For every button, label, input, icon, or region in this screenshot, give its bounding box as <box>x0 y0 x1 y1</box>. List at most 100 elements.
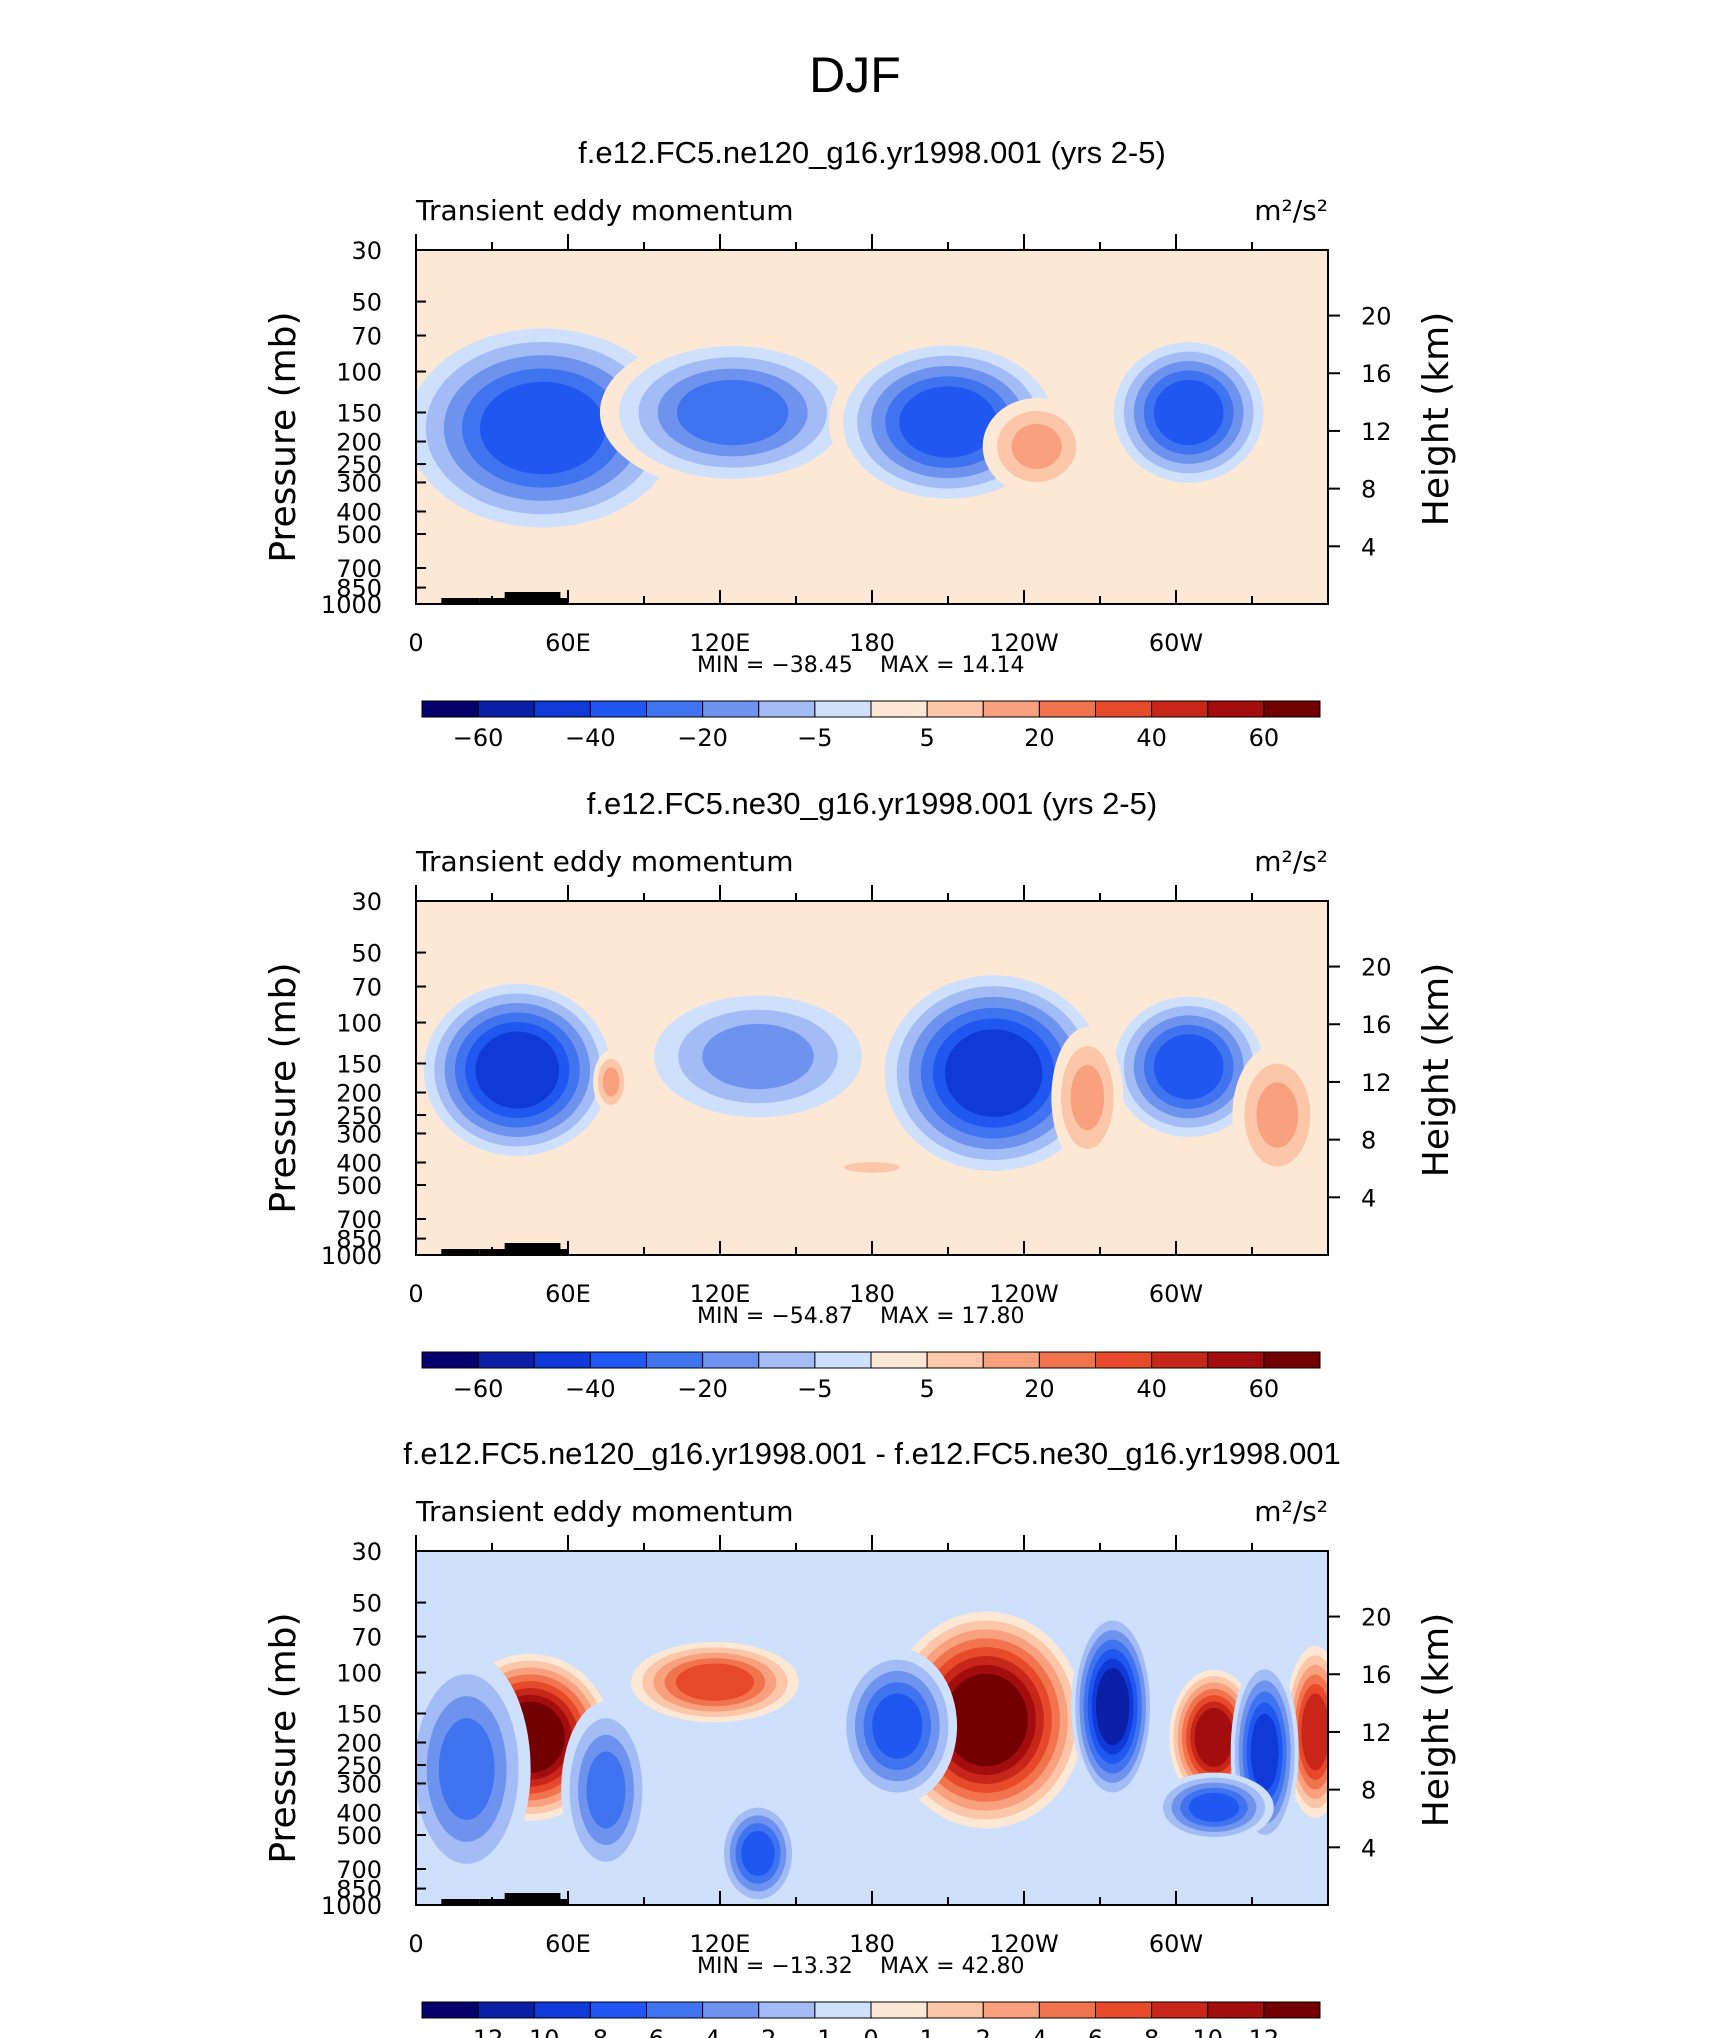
ytick-label: 250 <box>336 1102 382 1130</box>
colorbar-swatch <box>589 1351 647 1369</box>
colorbar-label: −5 <box>797 1375 832 1403</box>
y-axis-title: Pressure (mb) <box>263 1612 304 1863</box>
contour-level <box>676 379 789 446</box>
colorbar-swatch <box>477 700 535 718</box>
y2-axis-title: Height (km) <box>1416 1613 1457 1827</box>
xtick-label: 60E <box>545 1280 591 1308</box>
ytick-label: 150 <box>336 399 382 427</box>
ytick-label: 1000 <box>321 1892 382 1920</box>
xtick-label: 120E <box>690 629 751 657</box>
contour-level <box>438 1718 495 1820</box>
ytick-label: 300 <box>336 1770 382 1798</box>
y2tick-label: 4 <box>1361 1834 1376 1862</box>
colorbar-label: −5 <box>797 724 832 752</box>
colorbar-label: −20 <box>677 724 728 752</box>
max-label: MAX = 14.14 <box>880 653 1025 678</box>
colorbar-swatch <box>702 2001 760 2019</box>
colorbar-label: 10 <box>1192 2025 1223 2038</box>
colorbar-swatch <box>758 2001 816 2019</box>
y2tick-label: 12 <box>1361 1069 1392 1097</box>
colorbar-label: 60 <box>1249 1375 1280 1403</box>
max-label: MAX = 42.80 <box>880 1954 1025 1979</box>
contour-field <box>416 250 1328 604</box>
min-label: MIN = −13.32 <box>697 1954 853 1979</box>
y2tick-label: 16 <box>1361 360 1392 388</box>
colorbar-label: −12 <box>453 2025 504 2038</box>
colorbar-swatch <box>589 700 647 718</box>
xtick-label: 0 <box>408 629 423 657</box>
y-axis-title: Pressure (mb) <box>263 311 304 562</box>
contour-level <box>479 381 606 475</box>
colorbar-swatch <box>477 1351 535 1369</box>
ytick-label: 700 <box>336 555 382 583</box>
colorbar-swatch <box>702 1351 760 1369</box>
colorbar-swatch <box>1263 2001 1321 2019</box>
y2tick-label: 8 <box>1361 1777 1376 1805</box>
colorbar-swatch <box>1207 2001 1265 2019</box>
panel-left-label: Transient eddy momentum <box>415 1495 794 1528</box>
topography <box>530 1249 568 1255</box>
colorbar-swatch <box>533 700 591 718</box>
colorbar-label: −4 <box>685 2025 720 2038</box>
ytick-label: 70 <box>351 323 382 351</box>
colorbar-label: −20 <box>677 1375 728 1403</box>
topography <box>441 1249 480 1255</box>
ytick-label: 30 <box>351 888 382 916</box>
y2tick-label: 20 <box>1361 303 1392 331</box>
min-label: MIN = −38.45 <box>697 653 853 678</box>
topography <box>530 598 568 604</box>
ytick-label: 500 <box>336 521 382 549</box>
contour-field <box>416 901 1328 1255</box>
xtick-label: 180 <box>849 629 895 657</box>
topography <box>530 1899 568 1905</box>
ytick-label: 100 <box>336 359 382 387</box>
colorbar-swatch <box>477 2001 535 2019</box>
contour-level <box>1153 379 1224 446</box>
contour-level <box>944 1673 1028 1767</box>
colorbar-swatch <box>926 2001 984 2019</box>
xtick-label: 120W <box>989 1930 1059 1958</box>
colorbar-swatch <box>1151 1351 1209 1369</box>
colorbar-swatch <box>1263 700 1321 718</box>
contour-level <box>1070 1064 1105 1131</box>
ytick-label: 700 <box>336 1856 382 1884</box>
max-label: MAX = 17.80 <box>880 1304 1025 1329</box>
y2tick-label: 16 <box>1361 1011 1392 1039</box>
ytick-label: 150 <box>336 1050 382 1078</box>
xtick-label: 60W <box>1149 1280 1203 1308</box>
colorbar-swatch <box>421 2001 479 2019</box>
ytick-label: 500 <box>336 1172 382 1200</box>
ytick-label: 850 <box>336 1876 382 1904</box>
panel-units: m²/s² <box>1254 194 1328 227</box>
contour-level <box>586 1751 626 1829</box>
colorbar-swatch <box>982 700 1040 718</box>
colorbar-swatch <box>870 2001 928 2019</box>
colorbar-swatch <box>589 2001 647 2019</box>
colorbar-swatch <box>926 700 984 718</box>
colorbar-swatch <box>533 1351 591 1369</box>
ytick-label: 850 <box>336 1226 382 1254</box>
xtick-label: 180 <box>849 1280 895 1308</box>
y2tick-label: 4 <box>1361 1184 1376 1212</box>
colorbar-swatch <box>1095 1351 1153 1369</box>
xtick-label: 0 <box>408 1930 423 1958</box>
colorbar-swatch <box>982 1351 1040 1369</box>
contour-level <box>602 1067 620 1097</box>
colorbar-label: −10 <box>509 2025 560 2038</box>
colorbar-label: 8 <box>1144 2025 1159 2038</box>
ytick-label: 30 <box>351 237 382 265</box>
ytick-label: 850 <box>336 575 382 603</box>
xtick-label: 60E <box>545 629 591 657</box>
contour-field <box>416 1551 1328 1905</box>
colorbar-swatch <box>421 700 479 718</box>
colorbar-label: −60 <box>453 724 504 752</box>
panel-left-label: Transient eddy momentum <box>415 194 794 227</box>
contour-level <box>944 1029 1043 1117</box>
xtick-label: 60W <box>1149 629 1203 657</box>
panel-left-label: Transient eddy momentum <box>415 845 794 878</box>
colorbar-swatch <box>533 2001 591 2019</box>
ytick-label: 250 <box>336 1752 382 1780</box>
contour-level <box>741 1830 775 1876</box>
colorbar-swatch <box>814 2001 872 2019</box>
y2tick-label: 8 <box>1361 476 1376 504</box>
